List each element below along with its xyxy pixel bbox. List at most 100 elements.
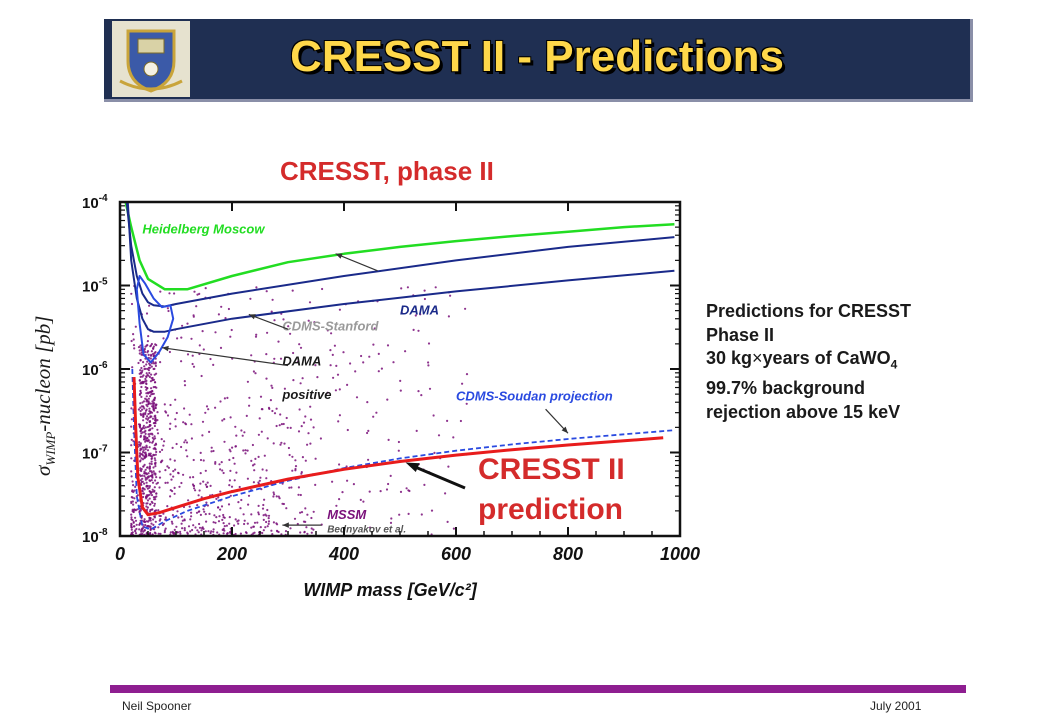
mssm-point [385, 488, 389, 491]
mssm-point [400, 287, 403, 290]
mssm-point [153, 504, 156, 507]
mssm-point [240, 498, 243, 502]
mssm-point [246, 477, 249, 480]
mssm-point [195, 511, 199, 514]
mssm-point [272, 521, 275, 524]
mssm-point [215, 497, 218, 500]
mssm-point [204, 411, 207, 414]
mssm-point [447, 315, 450, 318]
annotation-arrowhead [282, 522, 289, 528]
mssm-point [185, 441, 189, 444]
mssm-point [204, 483, 207, 486]
mssm-point [149, 428, 152, 431]
footer-date: July 2001 [870, 699, 922, 713]
mssm-point [230, 328, 233, 332]
mssm-point [248, 396, 251, 399]
mssm-point [387, 438, 390, 441]
mssm-point [170, 478, 173, 481]
mssm-point [192, 365, 196, 368]
mssm-point [142, 487, 145, 490]
mssm-point [233, 524, 236, 527]
mssm-point [137, 346, 141, 349]
slide-title: CRESST II - Predictions [290, 32, 784, 81]
mssm-point [194, 489, 197, 492]
mssm-point [145, 375, 148, 379]
mssm-point [153, 402, 156, 405]
mssm-point [246, 522, 249, 525]
mssm-point [373, 327, 376, 330]
mssm-point [139, 509, 142, 512]
mssm-point [161, 523, 164, 527]
mssm-point [158, 514, 161, 517]
mssm-point [355, 396, 359, 399]
mssm-point [144, 432, 147, 435]
mssm-point [141, 375, 144, 378]
mssm-point [143, 520, 146, 523]
mssm-point [132, 484, 135, 487]
mssm-point [304, 459, 307, 462]
mssm-point [143, 475, 146, 478]
mssm-point [158, 519, 161, 522]
mssm-point [138, 425, 141, 428]
mssm-point [254, 457, 257, 460]
mssm-point [154, 459, 157, 462]
mssm-point [207, 408, 210, 411]
mssm-point [198, 526, 202, 529]
mssm-point [139, 369, 142, 372]
mssm-point [138, 349, 141, 352]
mssm-point [147, 397, 150, 400]
mssm-point [312, 510, 315, 513]
mssm-point [283, 442, 286, 445]
mssm-point [415, 429, 418, 432]
mssm-point [207, 530, 210, 533]
mssm-point [261, 531, 264, 535]
mssm-point [252, 370, 255, 373]
mssm-point [294, 465, 298, 468]
mssm-point [366, 431, 369, 435]
mssm-point [282, 422, 285, 426]
mssm-point [263, 498, 266, 501]
mssm-point [132, 338, 135, 341]
mssm-point [223, 418, 226, 421]
mssm-point [304, 507, 307, 510]
mssm-point [191, 354, 194, 357]
mssm-point [138, 454, 141, 457]
mssm-point [144, 345, 147, 348]
mssm-point [279, 413, 282, 416]
x-tick-label: 400 [328, 544, 359, 564]
mssm-point [273, 319, 276, 322]
mssm-point [312, 528, 315, 531]
mssm-point [250, 526, 253, 529]
mssm-point [233, 479, 236, 482]
mssm-point [151, 501, 154, 504]
mssm-point [420, 394, 423, 397]
mssm-point [309, 405, 312, 408]
mssm-point [294, 469, 297, 472]
mssm-point [134, 516, 137, 519]
mssm-point [205, 520, 208, 523]
mssm-point [214, 331, 217, 334]
mssm-point [349, 362, 352, 365]
mssm-point [465, 373, 469, 376]
mssm-point [236, 520, 239, 523]
series-dama [125, 201, 675, 308]
mssm-point [163, 440, 166, 443]
mssm-point [145, 363, 148, 366]
mssm-point [299, 493, 302, 497]
mssm-point [147, 520, 150, 523]
mssm-point [238, 485, 241, 489]
mssm-point [154, 362, 157, 365]
mssm-point [214, 462, 217, 465]
mssm-point [437, 434, 441, 437]
mssm-point [310, 531, 313, 534]
mssm-point [198, 292, 201, 295]
y-tick-label: 10-7 [82, 444, 108, 463]
mssm-point [153, 462, 157, 465]
mssm-point [155, 450, 158, 454]
mssm-point [148, 452, 151, 455]
mssm-point [151, 379, 154, 382]
mssm-point [191, 528, 194, 532]
mssm-point [130, 418, 133, 421]
mssm-point [167, 309, 170, 313]
mssm-point [200, 374, 203, 378]
